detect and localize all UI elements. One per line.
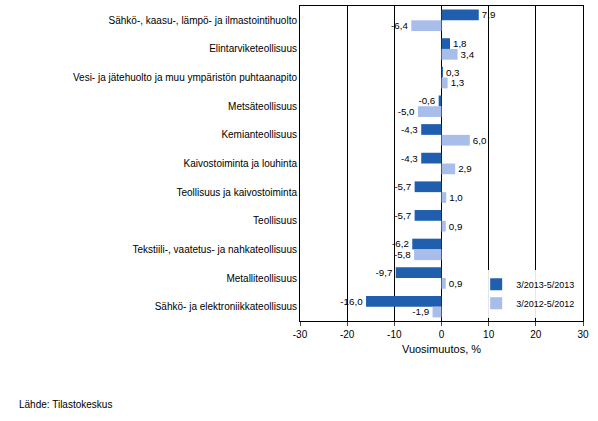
svg-text:-5,8: -5,8 xyxy=(394,249,411,260)
svg-text:Teollisuus ja kaivostoiminta: Teollisuus ja kaivostoiminta xyxy=(176,187,297,198)
svg-text:3,4: 3,4 xyxy=(461,49,475,60)
svg-text:Teollisuus: Teollisuus xyxy=(253,215,297,226)
svg-text:Metsäteollisuus: Metsäteollisuus xyxy=(228,101,297,112)
svg-text:20: 20 xyxy=(530,329,542,340)
svg-text:-5,7: -5,7 xyxy=(394,181,411,192)
svg-text:Elintarviketeollisuus: Elintarviketeollisuus xyxy=(209,43,297,54)
svg-text:0: 0 xyxy=(439,329,445,340)
svg-text:1,0: 1,0 xyxy=(449,192,463,203)
svg-text:Sähkö-, kaasu-, lämpö- ja ilma: Sähkö-, kaasu-, lämpö- ja ilmastointihuo… xyxy=(109,15,298,26)
svg-text:Vuosimuutos, %: Vuosimuutos, % xyxy=(402,343,481,355)
svg-text:Sähkö- ja elektroniikkateollis: Sähkö- ja elektroniikkateollisuus xyxy=(155,301,297,312)
svg-text:10: 10 xyxy=(483,329,495,340)
svg-text:3/2012-5/2012: 3/2012-5/2012 xyxy=(516,299,574,309)
svg-text:-20: -20 xyxy=(340,329,355,340)
svg-text:Tekstiili-, vaatetus- ja nahka: Tekstiili-, vaatetus- ja nahkateollisuus xyxy=(132,244,297,255)
svg-text:-6,2: -6,2 xyxy=(392,238,409,249)
svg-text:Vesi- ja jätehuolto ja muu ymp: Vesi- ja jätehuolto ja muu ympäristön pu… xyxy=(73,72,297,83)
svg-text:-9,7: -9,7 xyxy=(376,267,393,278)
svg-text:0,3: 0,3 xyxy=(446,67,460,78)
svg-text:-4,3: -4,3 xyxy=(401,153,418,164)
svg-text:3/2013-5/2013: 3/2013-5/2013 xyxy=(516,280,574,290)
svg-text:-0,6: -0,6 xyxy=(418,95,435,106)
svg-text:-5,0: -5,0 xyxy=(398,106,415,117)
svg-text:30: 30 xyxy=(577,329,589,340)
svg-text:1,8: 1,8 xyxy=(453,38,467,49)
svg-text:2,9: 2,9 xyxy=(458,163,472,174)
svg-text:0,9: 0,9 xyxy=(449,278,463,289)
svg-text:-16,0: -16,0 xyxy=(340,296,363,307)
svg-text:0,9: 0,9 xyxy=(449,221,463,232)
svg-text:Kemianteollisuus: Kemianteollisuus xyxy=(221,129,297,140)
svg-text:-1,9: -1,9 xyxy=(412,306,429,317)
svg-text:-10: -10 xyxy=(387,329,402,340)
svg-text:Metalliteollisuus: Metalliteollisuus xyxy=(226,273,297,284)
svg-text:Kaivostoiminta ja louhinta: Kaivostoiminta ja louhinta xyxy=(184,158,298,169)
svg-text:6,0: 6,0 xyxy=(473,135,487,146)
svg-text:Lähde: Tilastokeskus: Lähde: Tilastokeskus xyxy=(19,399,112,410)
svg-text:-6,4: -6,4 xyxy=(391,20,408,31)
svg-text:-4,3: -4,3 xyxy=(401,124,418,135)
svg-text:-5,7: -5,7 xyxy=(394,210,411,221)
svg-text:1,3: 1,3 xyxy=(451,77,465,88)
svg-text:7,9: 7,9 xyxy=(482,9,496,20)
svg-text:-30: -30 xyxy=(293,329,308,340)
